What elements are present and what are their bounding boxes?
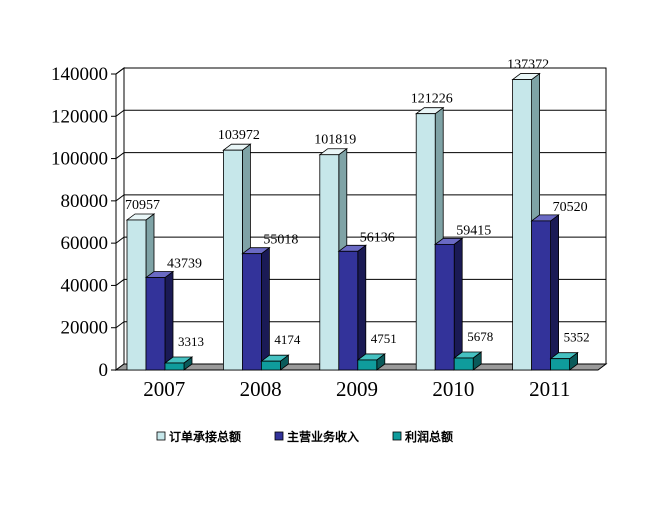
data-label: 70520: [553, 200, 588, 215]
x-tick-label: 2007: [143, 377, 185, 401]
gridline: [115, 194, 606, 202]
bar-front: [338, 250, 359, 371]
bar: [549, 351, 579, 371]
bar-side: [453, 237, 463, 371]
bar-front: [260, 360, 281, 371]
data-label: 43739: [167, 257, 202, 272]
y-tick-label: 60000: [61, 233, 109, 254]
bar-front: [453, 357, 474, 371]
legend-label: 利润总额: [405, 429, 453, 444]
bar-front: [550, 358, 570, 371]
bar-front: [164, 362, 185, 371]
y-axis: 0 20000 40000 60000 80000 100000 120000 140000: [51, 64, 117, 381]
bar-front: [531, 220, 551, 371]
data-label: 59415: [456, 223, 491, 238]
y-tick-label: 80000: [61, 191, 109, 212]
x-axis: 2007 2008 2009 2010 2011: [143, 377, 570, 401]
data-label: 70957: [125, 198, 160, 213]
legend-swatch: [392, 431, 402, 441]
bar-side: [164, 270, 174, 371]
bar: [530, 214, 560, 371]
y-tick-label: 40000: [61, 275, 109, 296]
data-label: 3313: [178, 334, 204, 349]
bar: [337, 244, 367, 371]
bar: [434, 237, 464, 371]
legend-label: 主营业务收入: [287, 429, 359, 444]
legend-label: 订单承接总额: [169, 429, 241, 444]
bar-side: [550, 214, 559, 371]
bar-front: [415, 113, 436, 371]
bar: [241, 246, 271, 371]
legend-swatch: [156, 431, 166, 441]
gridline: [115, 236, 606, 244]
gridlines: [115, 67, 606, 329]
legend-item: 订单承接总额: [156, 429, 241, 444]
x-tick-label: 2011: [529, 377, 570, 401]
bar-side: [357, 244, 367, 371]
x-tick-label: 2008: [240, 377, 282, 401]
bar-front: [126, 219, 147, 371]
bar-front: [434, 243, 455, 371]
x-tick-label: 2009: [336, 377, 378, 401]
x-tick-label: 2010: [432, 377, 474, 401]
data-label: 55018: [263, 233, 298, 248]
data-label: 5678: [467, 329, 493, 344]
bar: [260, 354, 290, 371]
bar: [144, 270, 175, 371]
legend-item: 利润总额: [392, 429, 453, 444]
data-label: 56136: [360, 230, 395, 245]
data-label: 5352: [564, 330, 590, 345]
bar-side: [260, 246, 270, 371]
data-labels: 70957 43739 3313 103972 55018 4174 101819 56136…: [125, 58, 590, 349]
data-label: 4751: [371, 331, 397, 346]
y-tick-label: 100000: [51, 149, 108, 170]
data-label: 121226: [411, 92, 453, 107]
y-tick-label: 120000: [51, 106, 108, 127]
bar-front: [222, 149, 243, 371]
bar-front: [512, 79, 532, 371]
legend-item: 主营业务收入: [274, 429, 359, 444]
bar: [453, 351, 483, 371]
bar-front: [319, 154, 340, 371]
bars: [125, 72, 579, 371]
bar-front: [145, 277, 166, 371]
bar-front: [241, 253, 262, 371]
gridline: [115, 109, 606, 117]
data-label: 101819: [314, 133, 356, 148]
y-tick-label: 140000: [51, 64, 108, 85]
legend: 订单承接总额 主营业务收入 利润总额: [156, 429, 453, 444]
data-label: 4174: [274, 332, 301, 347]
bar: [356, 353, 386, 371]
gridline: [115, 152, 606, 159]
legend-swatch: [274, 431, 284, 441]
data-label: 137372: [507, 58, 549, 73]
bar: [163, 356, 194, 371]
y-tick-label: 20000: [61, 318, 109, 339]
gridline: [115, 67, 606, 75]
bar-front: [357, 359, 378, 371]
data-label: 103972: [218, 128, 260, 143]
y-tick-label: 0: [99, 360, 109, 381]
